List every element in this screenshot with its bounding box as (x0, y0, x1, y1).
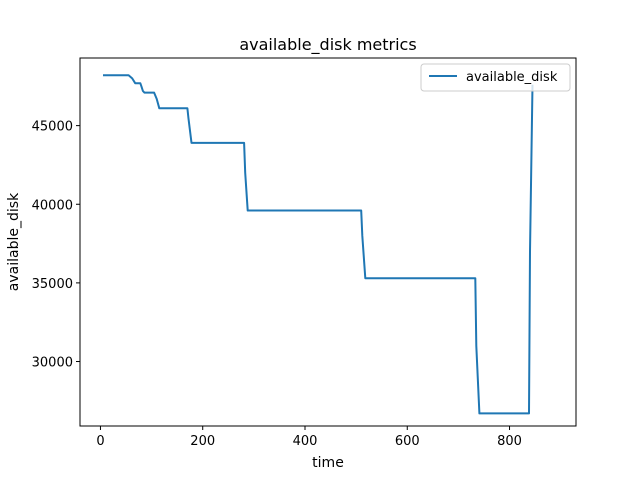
y-tick-label: 45000 (32, 120, 73, 135)
x-tick-label: 0 (96, 434, 104, 449)
x-axis-label: time (312, 455, 344, 471)
series-layer (103, 74, 534, 415)
legend-entry-label: available_disk (466, 70, 558, 85)
y-tick-label: 30000 (32, 356, 73, 371)
y-tick-label: 35000 (32, 277, 73, 292)
y-axis-label: available_disk (6, 192, 22, 291)
x-tick-label: 600 (395, 434, 420, 449)
legend-box (420, 63, 571, 92)
series-line-available_disk (103, 74, 534, 415)
x-axis: 0 200 400 600 800 (96, 426, 522, 449)
x-tick-label: 200 (190, 434, 215, 449)
y-axis: 30000 35000 40000 45000 (32, 120, 80, 371)
plot-area (79, 57, 577, 427)
x-tick-label: 800 (497, 434, 522, 449)
x-tick-label: 400 (293, 434, 318, 449)
chart-title: available_disk metrics (239, 35, 416, 55)
y-tick-label: 40000 (32, 198, 73, 213)
legend: available_disk (420, 63, 571, 92)
